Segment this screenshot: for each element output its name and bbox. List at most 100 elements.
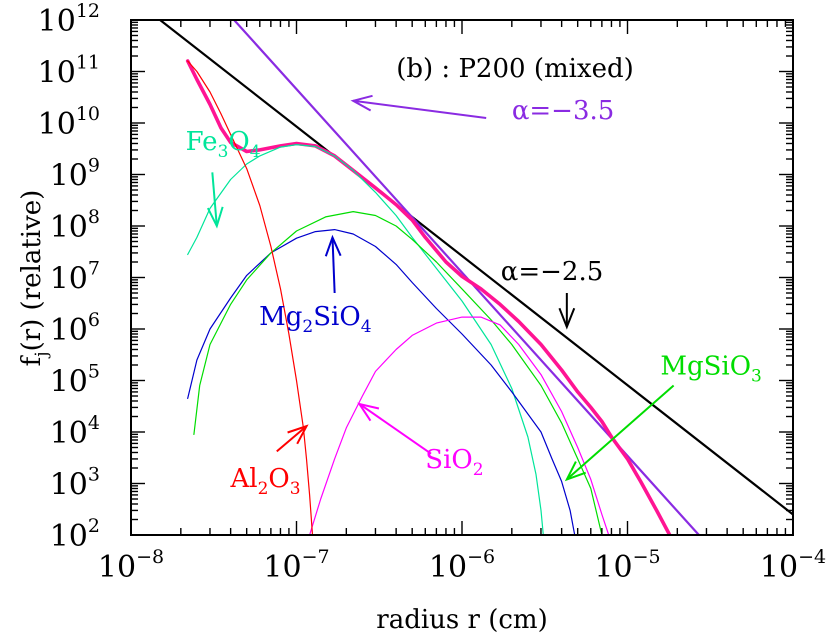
y-tick-label-base: 10 — [38, 4, 76, 39]
label-fe3o4-subscript: 3 — [218, 142, 229, 162]
label-mg2sio4-subscript: 4 — [361, 317, 372, 337]
x-tick-label: 10−4 — [760, 546, 826, 585]
y-tick-label-exp: 11 — [76, 52, 100, 74]
x-tick-label: 10−6 — [429, 546, 495, 585]
label-fe3o4: Fe3O4 — [186, 127, 261, 162]
series-alpha25-line — [159, 20, 793, 516]
x-tick-label-base: 10 — [594, 550, 632, 585]
x-tick-label: 10−5 — [594, 546, 660, 585]
chart-title: (b) : P200 (mixed) — [396, 54, 634, 84]
y-tick-label-exp: 12 — [76, 0, 100, 22]
y-tick-label-base: 10 — [50, 159, 88, 194]
series-fe3o4-line — [187, 144, 544, 535]
arrow-alpha25-head — [558, 307, 576, 330]
x-tick-label-exp: −6 — [467, 546, 495, 568]
series-sio2-line — [309, 316, 610, 535]
arrow-al2o3-head — [287, 424, 309, 445]
series-al2o3-line — [187, 60, 314, 535]
x-tick-label-exp: −8 — [136, 546, 164, 568]
arrow-alpha35 — [353, 99, 487, 120]
series-mgsio3-line — [193, 211, 603, 535]
y-axis-title-sub: j — [32, 351, 52, 358]
y-tick-label-base: 10 — [50, 416, 88, 451]
y-tick-label-exp: 4 — [88, 412, 100, 434]
x-tick-label-base: 10 — [98, 550, 136, 585]
x-axis-title: radius r (cm) — [376, 605, 547, 635]
x-tick-label-exp: −5 — [633, 546, 661, 568]
y-tick-label: 106 — [50, 309, 100, 348]
arrow-fe3o4-head — [206, 206, 224, 229]
arrow-sio2 — [358, 403, 432, 455]
y-tick-label-exp: 9 — [88, 155, 100, 177]
y-tick-label-base: 10 — [50, 365, 88, 400]
tick-layer — [130, 19, 794, 536]
arrow-sio2-head — [357, 402, 380, 422]
y-tick-label-exp: 5 — [88, 361, 100, 383]
y-tick-label-exp: 2 — [88, 515, 100, 537]
series-total-line — [185, 59, 672, 535]
label-sio2: SiO2 — [425, 445, 483, 480]
y-tick-label-base: 10 — [50, 210, 88, 245]
label-mgsio3: MgSiO3 — [660, 352, 762, 387]
y-axis-title-base: f — [17, 354, 47, 366]
y-tick-label: 1011 — [38, 52, 100, 91]
label-alpha35: α=−3.5 — [512, 96, 614, 126]
label-sio2-subscript: 2 — [473, 460, 484, 480]
x-tick-label-base: 10 — [760, 550, 798, 585]
y-tick-label-base: 10 — [38, 107, 76, 142]
arrow-mg2sio4 — [331, 237, 336, 294]
label-al2o3-text: O — [268, 464, 289, 494]
y-tick-label: 105 — [50, 361, 100, 400]
y-tick-label-base: 10 — [38, 56, 76, 91]
y-axis-title-rest: (r) (relative) — [17, 190, 47, 352]
x-tick-label: 10−8 — [98, 546, 164, 585]
label-fe3o4-text: Fe — [186, 127, 218, 157]
y-tick-label: 102 — [50, 515, 100, 554]
arrow-fe3o4 — [211, 172, 218, 227]
y-axis-title: fj(r) (relative) — [17, 190, 52, 367]
x-tick-label-exp: −4 — [798, 546, 826, 568]
y-tick-label: 104 — [50, 412, 100, 451]
y-tick-label-exp: 6 — [88, 309, 100, 331]
label-mg2sio4-text: Mg — [259, 302, 302, 332]
x-tick-label: 10−7 — [263, 546, 329, 585]
y-tick-label: 103 — [50, 464, 100, 503]
y-tick-label: 109 — [50, 155, 100, 194]
arrow-mgsio3 — [566, 384, 675, 481]
y-tick-label-exp: 7 — [88, 258, 100, 280]
label-mgsio3-text: MgSiO — [660, 352, 751, 382]
label-fe3o4-subscript: 4 — [250, 142, 261, 162]
y-tick-label-exp: 8 — [88, 206, 100, 228]
label-mg2sio4: Mg2SiO4 — [259, 302, 371, 337]
series-mg2sio4-line — [187, 229, 576, 535]
label-mgsio3-subscript: 3 — [751, 367, 762, 387]
y-tick-label: 108 — [50, 206, 100, 245]
x-tick-label-base: 10 — [429, 550, 467, 585]
y-tick-label: 1012 — [38, 0, 100, 39]
arrow-mgsio3-head — [564, 461, 587, 482]
label-sio2-text: SiO — [425, 445, 472, 475]
x-tick-label-base: 10 — [263, 550, 301, 585]
label-al2o3-text: Al — [229, 464, 257, 494]
y-tick-label-base: 10 — [50, 519, 88, 554]
arrow-mg2sio4-head — [324, 234, 342, 257]
y-tick-label-exp: 10 — [76, 103, 100, 125]
y-tick-label: 107 — [50, 258, 100, 297]
label-mg2sio4-subscript: 2 — [302, 317, 313, 337]
y-tick-label-base: 10 — [50, 468, 88, 503]
y-tick-label-base: 10 — [50, 262, 88, 297]
arrow-al2o3 — [276, 425, 308, 453]
label-al2o3: Al2O3 — [229, 464, 300, 499]
series-layer — [159, 20, 793, 535]
label-fe3o4-text: O — [228, 127, 249, 157]
y-tick-label-base: 10 — [50, 313, 88, 348]
label-al2o3-subscript: 3 — [290, 479, 301, 499]
label-alpha25: α=−2.5 — [501, 257, 603, 287]
arrow-alpha35-head — [350, 94, 373, 112]
y-tick-label-exp: 3 — [88, 464, 100, 486]
label-al2o3-subscript: 2 — [258, 479, 269, 499]
x-tick-label-exp: −7 — [302, 546, 330, 568]
label-mg2sio4-text: SiO — [313, 302, 360, 332]
